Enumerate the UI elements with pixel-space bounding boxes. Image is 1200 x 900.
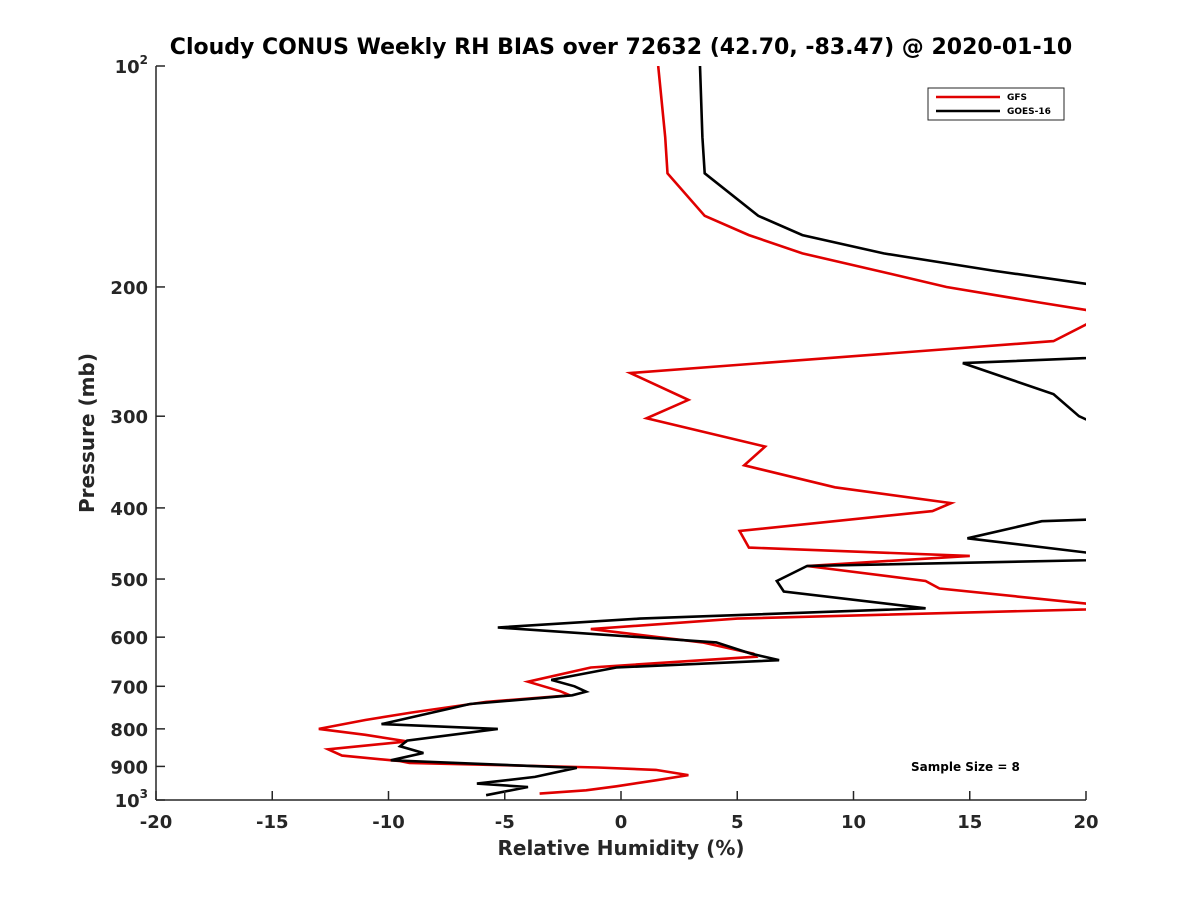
- x-tick-label: 5: [731, 812, 744, 833]
- y-tick-label: 200: [110, 278, 148, 299]
- x-tick-label: 15: [957, 812, 982, 833]
- sample-size-annotation: Sample Size = 8: [911, 760, 1020, 774]
- x-tick-label: -5: [495, 812, 515, 833]
- x-tick-label: 20: [1073, 812, 1098, 833]
- x-tick-label: -20: [140, 812, 173, 833]
- series-layer: [318, 66, 1086, 797]
- x-tick-label: -15: [256, 812, 289, 833]
- y-tick-label: 600: [110, 628, 148, 649]
- y-ticks: 102 200 300 400 500 600 700 800 900 103: [110, 53, 165, 812]
- chart-title: Cloudy CONUS Weekly RH BIAS over 72632 (…: [170, 35, 1072, 60]
- x-tick-label: 10: [841, 812, 866, 833]
- x-tick-label: 0: [615, 812, 628, 833]
- legend-label-gfs: GFS: [1007, 93, 1027, 103]
- y-tick-label: 102: [115, 53, 148, 78]
- legend-label-goes16: GOES-16: [1007, 107, 1051, 117]
- y-axis-label: Pressure (mb): [75, 353, 99, 513]
- y-tick-label: 500: [110, 570, 148, 591]
- legend: GFS GOES-16: [927, 87, 1065, 121]
- y-tick-label: 800: [110, 720, 148, 741]
- x-tick-label: -10: [372, 812, 405, 833]
- x-axis-label: Relative Humidity (%): [497, 836, 744, 860]
- y-tick-label: 300: [110, 407, 148, 428]
- x-ticks: -20 -15 -10 -5 0 5 10 15 20: [140, 791, 1099, 833]
- series-line-gfs: [318, 66, 1086, 795]
- y-tick-label: 400: [110, 499, 148, 520]
- legend-box: [927, 87, 1065, 121]
- y-tick-label: 900: [110, 757, 148, 778]
- y-tick-label: 700: [110, 677, 148, 698]
- y-tick-label: 103: [115, 787, 148, 812]
- series-line-goes16: [381, 66, 1086, 797]
